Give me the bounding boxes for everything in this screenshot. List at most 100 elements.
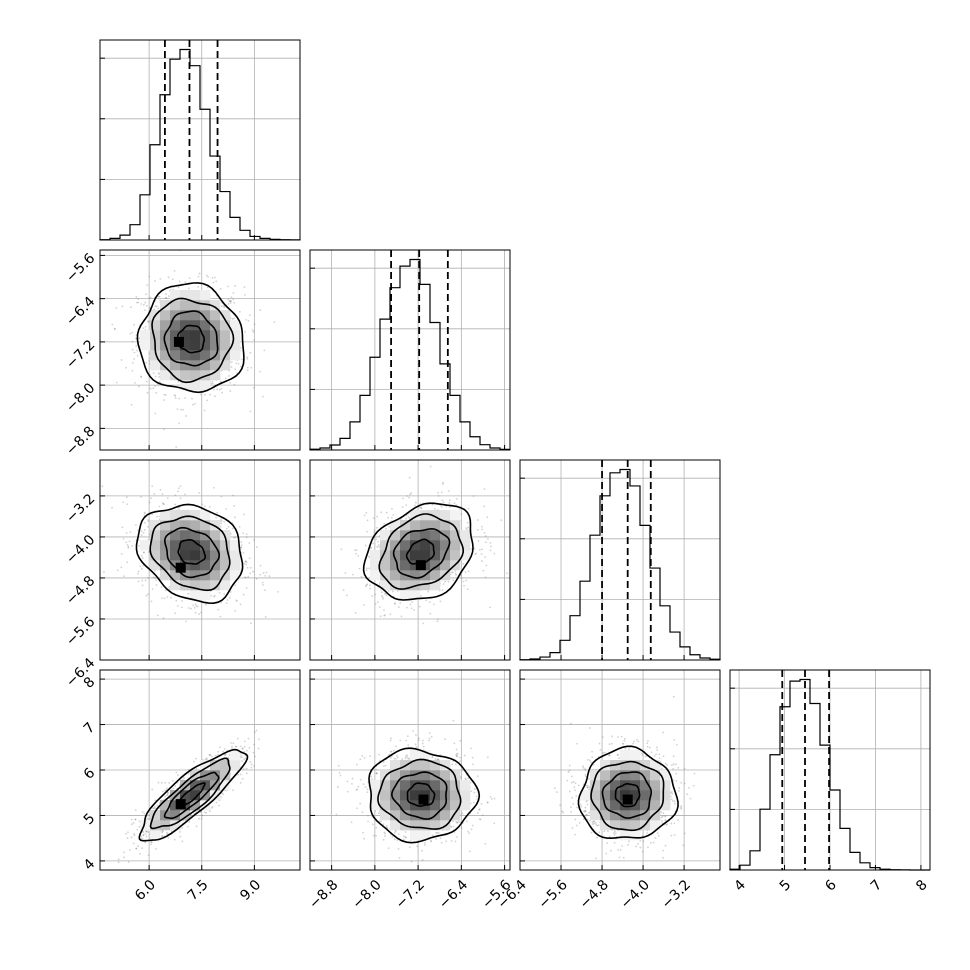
scatter-point (149, 296, 152, 299)
scatter-point (198, 613, 200, 615)
scatter-point (477, 540, 480, 542)
scatter-point (133, 323, 135, 326)
scatter-point (155, 584, 158, 586)
scatter-point (167, 276, 170, 279)
scatter-point (142, 831, 145, 834)
scatter-point (536, 547, 538, 549)
scatter-point (203, 811, 206, 814)
scatter-point (366, 583, 369, 586)
scatter-point (236, 600, 238, 602)
scatter-point (146, 391, 149, 394)
scatter-point (145, 830, 147, 832)
scatter-point (165, 296, 167, 299)
scatter-point (246, 356, 248, 359)
density-cell (420, 580, 431, 591)
scatter-point (210, 382, 213, 385)
scatter-point (468, 832, 471, 835)
scatter-point (158, 380, 161, 383)
density-cell (220, 360, 231, 371)
density-cell (230, 330, 241, 341)
scatter-point (480, 553, 483, 556)
density-cell (380, 580, 391, 591)
scatter-point (256, 546, 258, 548)
scatter-point (140, 303, 143, 305)
density-cell (430, 570, 441, 581)
scatter-point (251, 329, 254, 332)
density-cell (190, 290, 201, 301)
density-cell (430, 540, 441, 551)
scatter-point (277, 590, 280, 593)
scatter-point (229, 390, 232, 392)
scatter-point (101, 485, 104, 488)
scatter-point (144, 833, 147, 835)
scatter-point (151, 788, 154, 791)
scatter-point (229, 299, 232, 302)
scatter-point (126, 837, 129, 839)
scatter-point (399, 518, 402, 521)
scatter-point (171, 779, 174, 782)
scatter-point (249, 410, 252, 413)
scatter-point (123, 575, 126, 578)
scatter-point (126, 561, 129, 564)
density-cell (430, 530, 441, 541)
scatter-point (184, 281, 187, 283)
scatter-point (142, 551, 145, 554)
scatter-point (205, 274, 208, 277)
density-cell (170, 790, 181, 801)
density-cell (380, 560, 391, 571)
scatter-point (176, 605, 179, 607)
scatter-point (384, 832, 387, 835)
scatter-point (140, 376, 143, 378)
scatter-point (375, 538, 378, 541)
scatter-point (453, 502, 456, 505)
scatter-point (125, 366, 127, 369)
scatter-point (346, 790, 349, 793)
scatter-point (127, 831, 129, 834)
scatter-point (175, 771, 178, 774)
scatter-point (382, 597, 385, 600)
scatter-point (489, 541, 492, 544)
density-cell (210, 340, 221, 351)
scatter-point (136, 828, 139, 831)
scatter-point (255, 729, 258, 732)
scatter-point (198, 491, 201, 494)
scatter-point (375, 826, 378, 829)
density-cell (400, 560, 411, 571)
scatter-point (157, 384, 160, 386)
scatter-point (161, 829, 164, 832)
scatter-point (467, 570, 470, 573)
scatter-point (407, 516, 410, 519)
scatter-point (123, 856, 126, 859)
scatter-point (213, 276, 216, 279)
scatter-point (200, 814, 203, 817)
scatter-point (173, 838, 176, 841)
scatter-point (226, 599, 229, 601)
scatter-point (213, 486, 215, 489)
scatter-point (220, 522, 223, 525)
density-cell (400, 580, 411, 591)
scatter-point (168, 588, 171, 590)
panel-content (310, 460, 538, 660)
scatter-point (253, 765, 256, 767)
scatter-point (467, 507, 470, 510)
density-cell (210, 580, 221, 591)
scatter-point (411, 601, 413, 603)
scatter-point (433, 507, 436, 510)
scatter-point (250, 766, 253, 769)
scatter-point (245, 318, 248, 321)
scatter-point (132, 842, 135, 845)
density-cell (210, 550, 221, 561)
scatter-point (481, 528, 484, 531)
scatter-point (233, 383, 236, 386)
density-cell (170, 580, 181, 591)
scatter-point (166, 787, 168, 790)
density-cell (170, 800, 181, 811)
scatter-point (394, 603, 396, 605)
density-cell (150, 330, 161, 341)
scatter-point (370, 547, 372, 550)
scatter-point (456, 755, 459, 758)
density-cell (430, 560, 441, 571)
scatter-point (133, 351, 136, 354)
scatter-point (230, 300, 232, 303)
contour-level-3 (362, 502, 474, 601)
